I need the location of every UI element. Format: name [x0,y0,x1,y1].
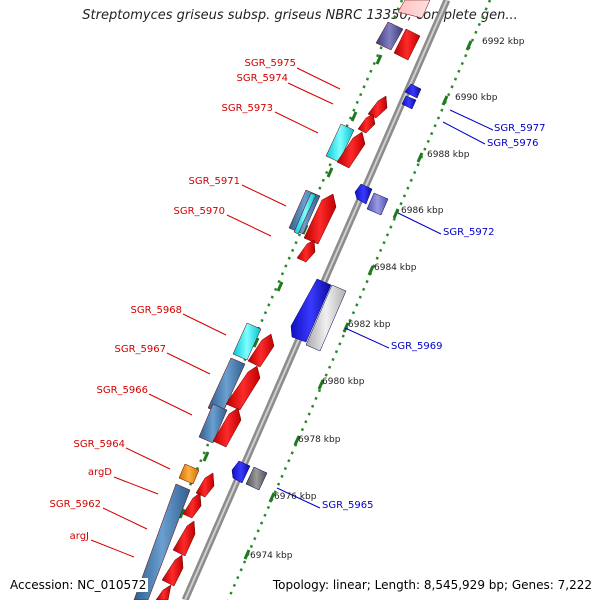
gene-arrow [397,0,431,19]
gene-arrow [245,466,268,491]
gene-arrow [336,131,366,169]
gene-label-left: argJ [69,531,89,542]
gene-arrow [303,193,337,245]
gene-label-left: SGR_5966 [96,385,149,396]
gene-arrow [195,472,215,498]
gene-arrow [232,322,262,361]
leader-lines-left [90,67,341,558]
gene-arrow [367,95,388,119]
gene-label-right: SGR_5977 [494,123,546,134]
gene-label-right: SGR_5965 [322,500,374,511]
ruler-label: 6992 kbp [482,37,525,47]
ruler-label: 6986 kbp [401,206,444,216]
ruler-label: 6984 kbp [374,263,417,273]
gene-arrow [293,192,317,235]
gene-arrow [404,83,422,99]
ruler-label: 6990 kbp [455,93,498,103]
gene-label-left: SGR_5967 [114,344,167,355]
gene-arrow [225,365,261,411]
topology-label: Topology: linear; Length: 8,545,929 bp; … [272,578,592,592]
gene-arrow [305,284,347,352]
ruler-label: 6982 kbp [348,320,391,330]
accession-label: Accession: NC_010572 [8,578,149,592]
gene-label-left: SGR_5970 [173,206,226,217]
gene-label-right: SGR_5969 [391,341,443,352]
gene-label-left: SGR_5968 [130,305,183,316]
gene-arrow [231,460,251,484]
gene-arrow [155,584,172,600]
gene-arrow [393,28,421,61]
gene-label-left: SGR_5974 [236,73,289,84]
gene-arrow [296,239,316,263]
gene-label-left: SGR_5975 [244,58,297,69]
gene-label-left: SGR_5973 [221,103,274,114]
gene-arrow [178,463,200,485]
ruler-label: 6980 kbp [322,377,365,387]
gene-label-left: argD [87,467,112,478]
gene-arrow [375,21,404,51]
gene-arrow [354,183,373,205]
gene-arrow [198,403,228,444]
forward-strand-features [133,0,431,600]
gene-arrow [401,95,417,110]
gene-arrow [182,492,202,519]
ruler-label: 6978 kbp [298,435,341,445]
gene-arrow [212,407,242,448]
ruler-label: 6976 kbp [274,492,317,502]
ruler-label: 6988 kbp [427,150,470,160]
gene-arrow [290,278,332,343]
ruler-label: 6974 kbp [250,551,293,561]
gene-label-left: SGR_5962 [49,499,102,510]
gene-arrow [133,483,191,600]
gene-label-right: SGR_5976 [487,138,539,149]
reverse-strand-features [231,83,422,491]
gene-arrow [247,333,275,368]
gene-label-left: SGR_5971 [188,176,241,187]
leader-lines-right [276,109,494,509]
gene-arrow [366,192,389,216]
gene-label-left: SGR_5964 [73,439,126,450]
gene-arrow [172,520,196,557]
gene-label-right: SGR_5972 [443,227,495,238]
gene-arrow [161,554,184,587]
gene-arrow [357,113,376,134]
